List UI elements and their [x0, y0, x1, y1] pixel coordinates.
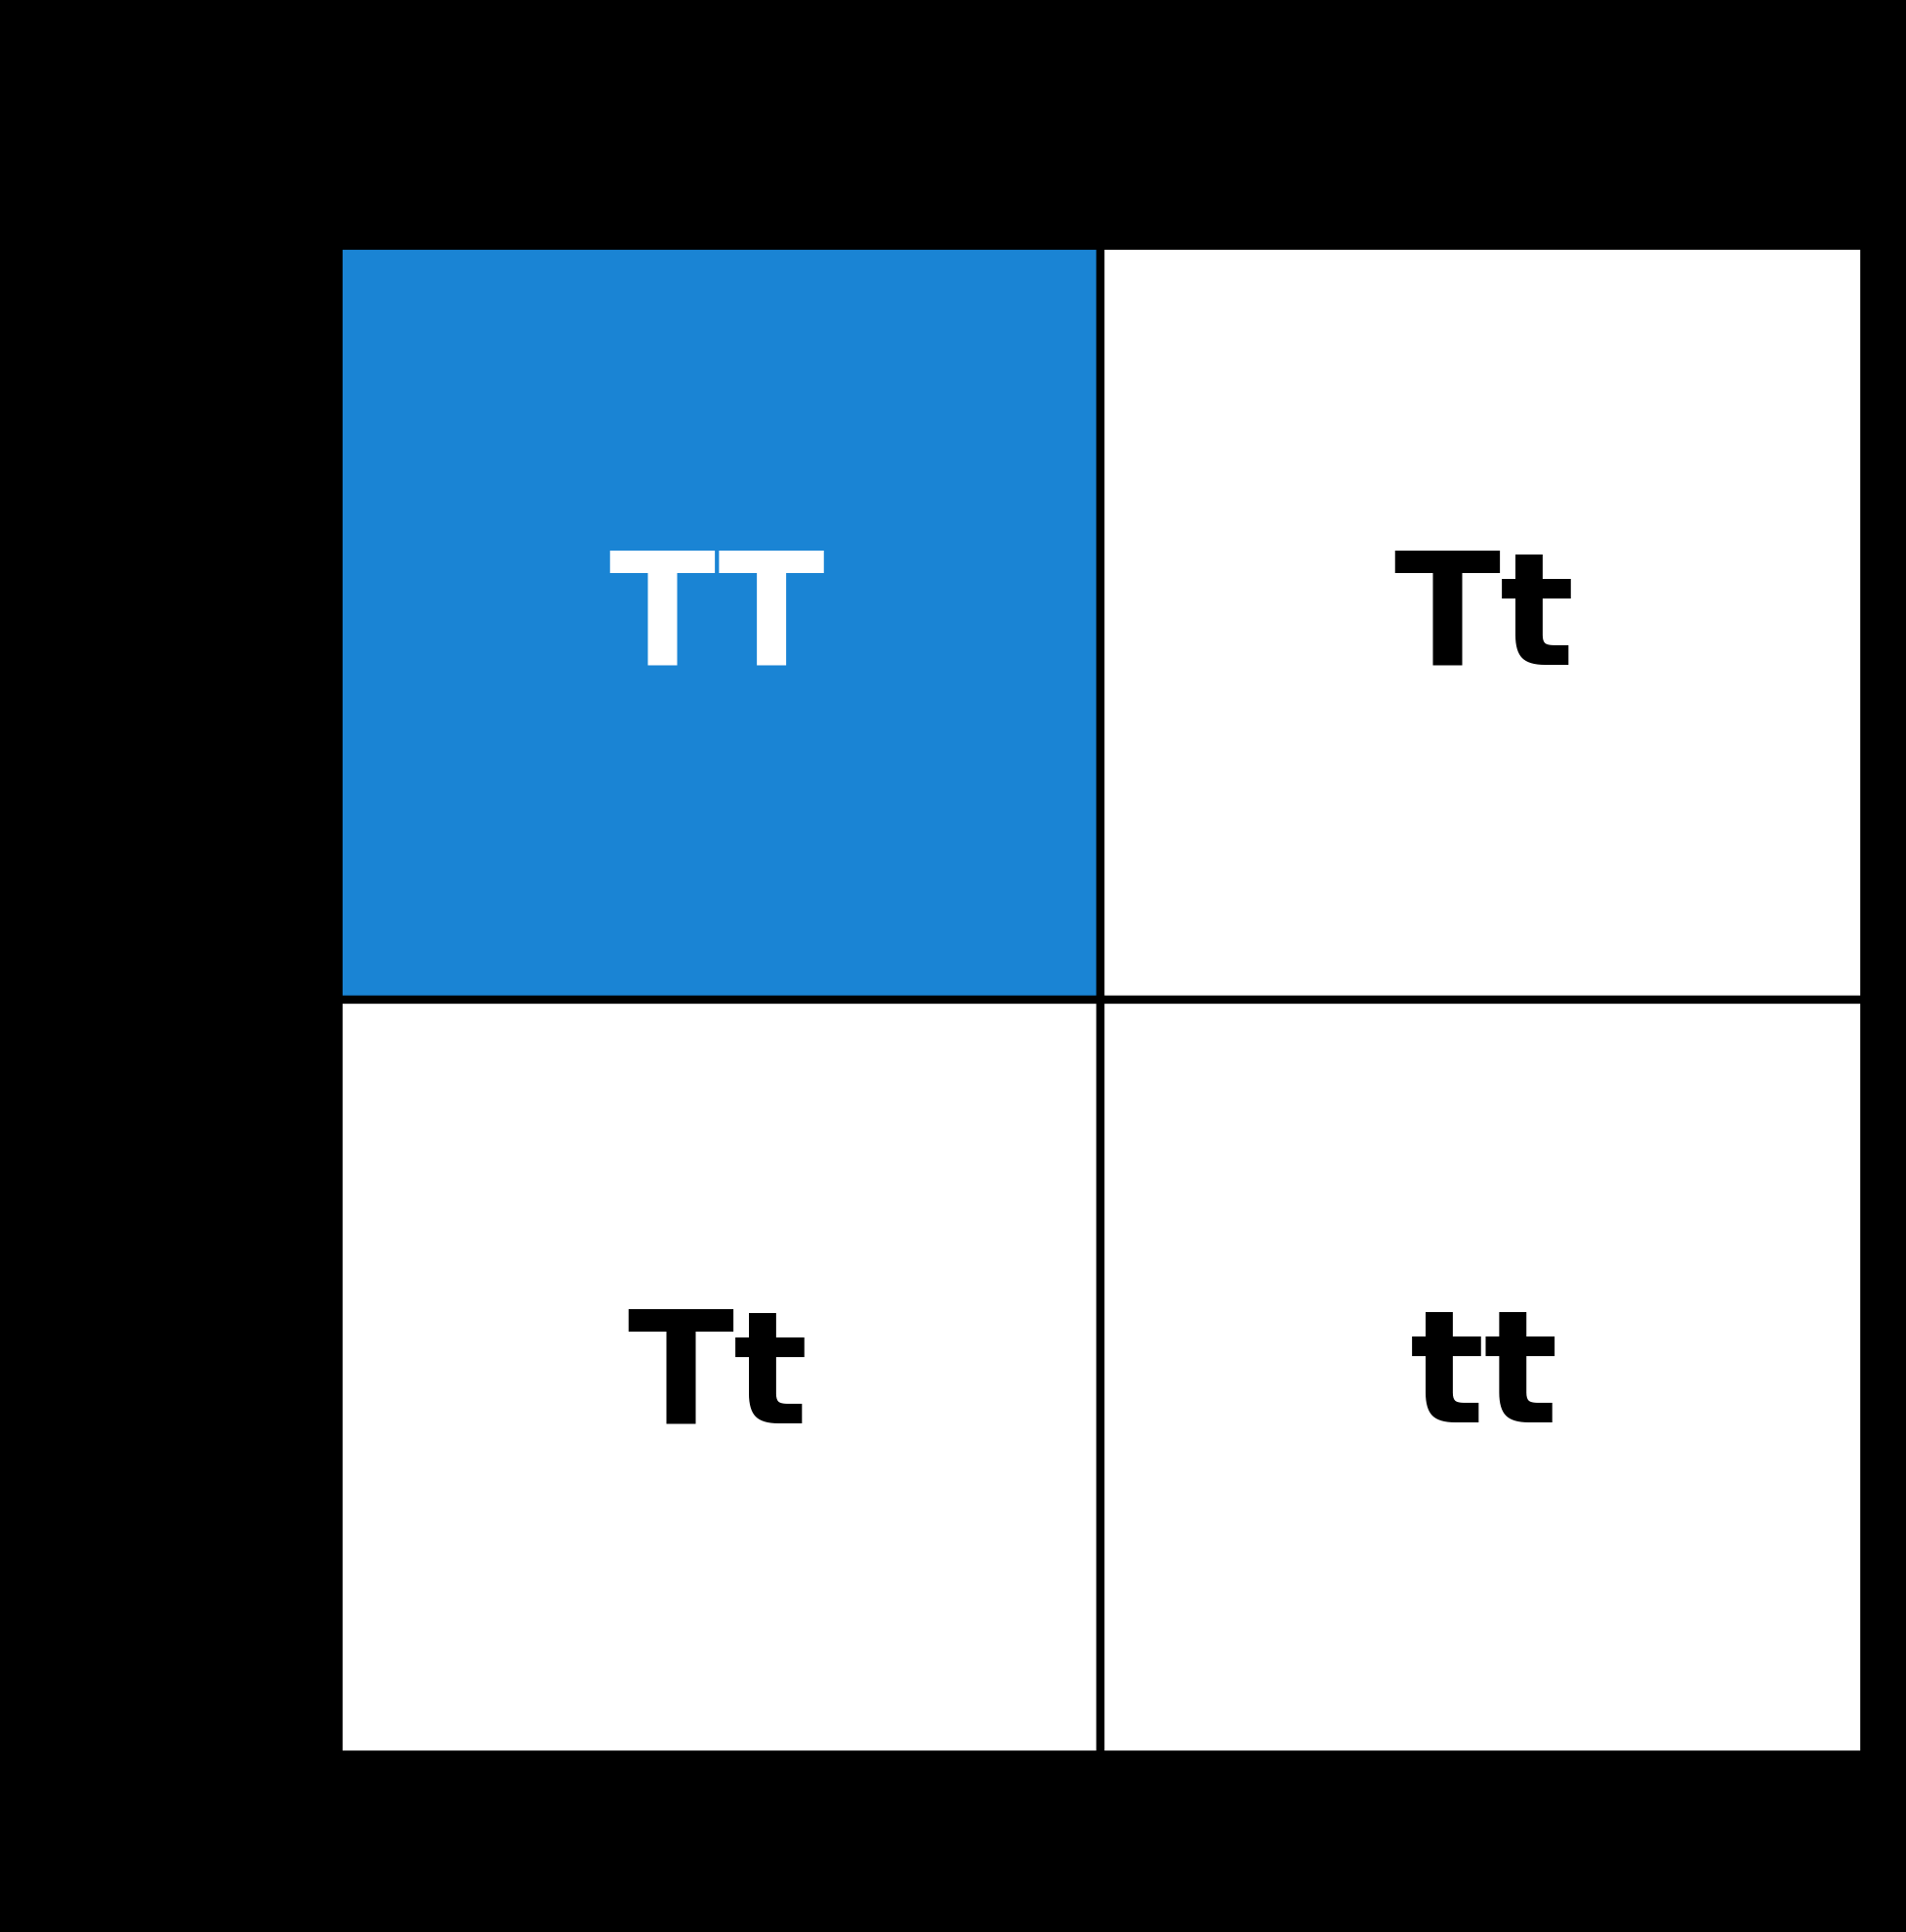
Text: tt: tt	[1410, 1304, 1559, 1455]
Text: Tt: Tt	[1393, 545, 1574, 696]
Bar	[1102, 242, 1868, 1001]
Bar	[1102, 1001, 1868, 1758]
Bar	[334, 242, 1102, 1001]
Bar	[334, 242, 1868, 1758]
Text: TT: TT	[608, 545, 825, 696]
Bar	[334, 1001, 1102, 1758]
Text: Tt: Tt	[627, 1304, 808, 1455]
